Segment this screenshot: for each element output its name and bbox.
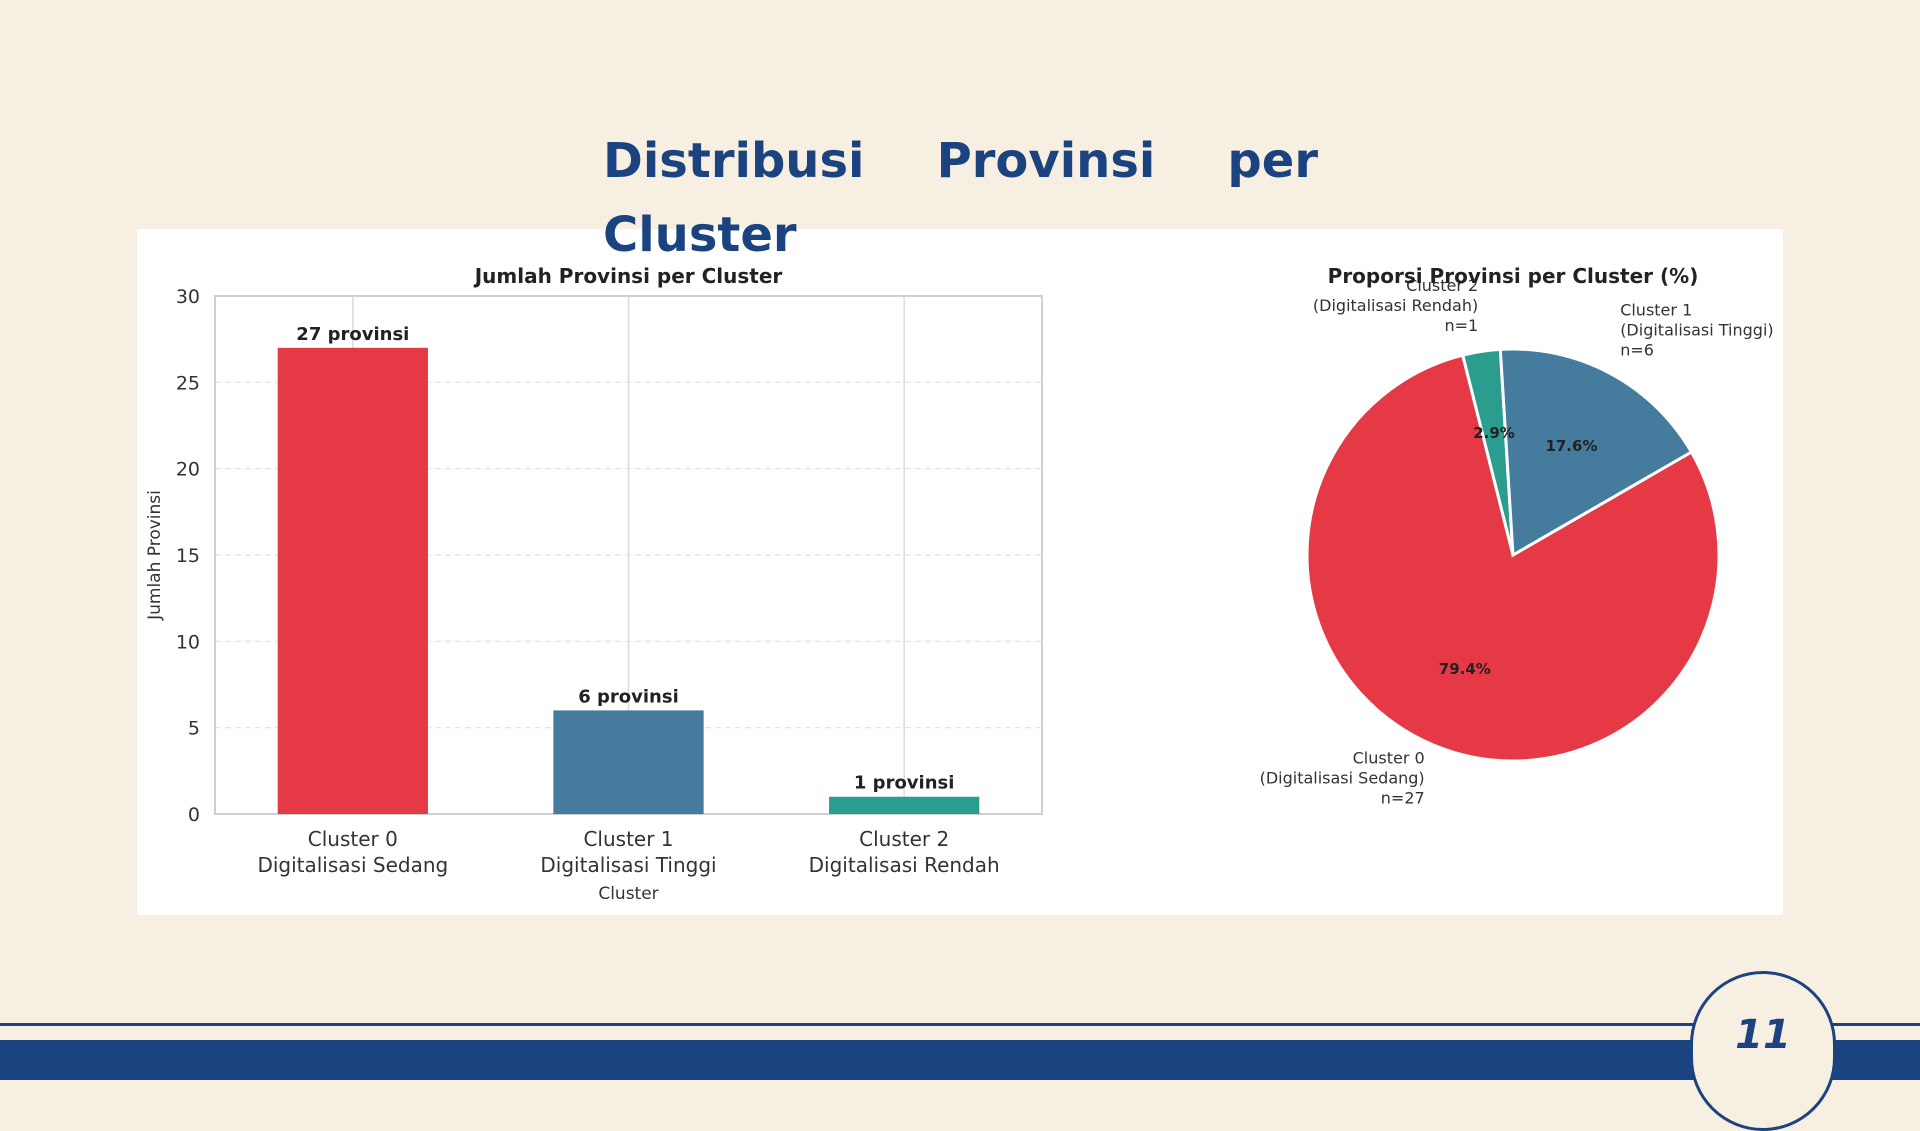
pie-slice-label: Cluster 0 (Digitalisasi Sedang) n=27 — [1260, 749, 1425, 808]
bar-data-label: 6 provinsi — [578, 686, 679, 707]
pie-slice — [1498, 347, 1694, 558]
pie-slice-label: Cluster 2 (Digitalisasi Rendah) n=1 — [1313, 276, 1478, 335]
footer-bar — [0, 1040, 1920, 1080]
footer-line — [0, 1023, 1920, 1026]
y-tick-label: 5 — [188, 718, 200, 740]
pie-percent-label: 79.4% — [1439, 660, 1491, 678]
y-tick-label: 0 — [188, 804, 200, 826]
y-tick-label: 10 — [176, 631, 200, 653]
bar-data-label: 27 provinsi — [296, 324, 409, 345]
x-tick-label: Cluster 0 Digitalisasi Sedang — [257, 827, 448, 877]
pie-slice-label: Cluster 1 (Digitalisasi Tinggi) n=6 — [1620, 300, 1773, 359]
y-tick-label: 25 — [176, 372, 200, 394]
slide-title: Distribusi Provinsi per Cluster — [603, 133, 1318, 263]
bar — [277, 347, 428, 814]
bar — [553, 710, 704, 814]
x-tick-label: Cluster 2 Digitalisasi Rendah — [809, 827, 1000, 877]
bar — [829, 796, 980, 814]
pie-chart-title: Proporsi Provinsi per Cluster (%) — [1328, 264, 1699, 288]
pie-percent-label: 2.9% — [1473, 424, 1515, 442]
bar-chart-title: Jumlah Provinsi per Cluster — [473, 264, 783, 288]
page-number: 11 — [1735, 1012, 1791, 1058]
page-badge: 11 — [1690, 971, 1836, 1131]
charts-svg: 27 provinsi Cluster 0 Digitalisasi Sedang 6… — [145, 264, 1774, 904]
y-tick-label: 30 — [176, 286, 200, 308]
y-tick-label: 15 — [176, 545, 200, 567]
y-tick-label: 20 — [176, 459, 200, 481]
x-tick-label: Cluster 1 Digitalisasi Tinggi — [540, 827, 716, 877]
pie-slice — [1305, 353, 1721, 763]
pie-percent-label: 17.6% — [1545, 437, 1597, 455]
bar-chart-y-axis-label: Jumlah Provinsi — [145, 490, 165, 621]
chart-panel: 27 provinsi Cluster 0 Digitalisasi Sedang 6… — [137, 229, 1783, 915]
bar-data-label: 1 provinsi — [854, 773, 955, 794]
bar-chart-x-axis-label: Cluster — [598, 884, 658, 904]
